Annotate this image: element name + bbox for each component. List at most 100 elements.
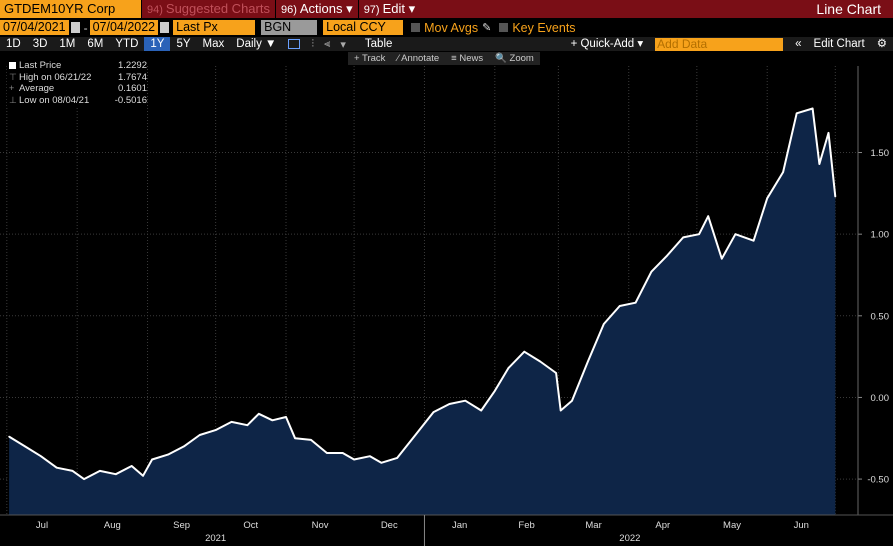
mov-avgs-label: Mov Avgs xyxy=(424,20,479,35)
title-bar: GTDEM10YR Corp 94) Suggested Charts 96) Ac… xyxy=(0,0,893,18)
key-events-label: Key Events xyxy=(512,20,576,35)
key-events-checkbox[interactable] xyxy=(499,23,509,32)
range-button-1y[interactable]: 1Y xyxy=(144,37,171,51)
track-tool[interactable]: + Track xyxy=(354,53,386,64)
calendar-icon[interactable] xyxy=(70,22,80,33)
chevron-down-icon: ▾ xyxy=(408,1,416,16)
legend-label: Average xyxy=(19,83,55,94)
legend-value: -0.5016 xyxy=(114,94,147,106)
legend-row: ⊤ High on 06/21/22 1.7674 xyxy=(7,72,147,84)
data-point xyxy=(246,424,249,427)
data-point xyxy=(539,360,541,363)
data-point xyxy=(782,171,784,173)
collapse-icon[interactable]: « xyxy=(795,38,802,50)
data-point xyxy=(698,233,700,235)
data-point xyxy=(464,399,467,402)
chevron-down-icon: ▾ xyxy=(346,1,353,16)
range-button-1d[interactable]: 1D xyxy=(6,38,21,50)
y-tick-label: 0.00 xyxy=(871,393,890,404)
data-point xyxy=(341,452,344,454)
data-point xyxy=(795,112,798,115)
data-point xyxy=(99,470,101,472)
legend-row: Last Price 1.2292 xyxy=(7,60,147,72)
ticker-field[interactable]: GTDEM10YR Corp xyxy=(0,0,141,18)
data-point xyxy=(734,233,737,235)
range-button-3d[interactable]: 3D xyxy=(32,38,48,50)
source-field[interactable]: BGN xyxy=(261,20,318,35)
x-tick-label: Aug xyxy=(104,520,121,531)
data-point xyxy=(827,132,830,134)
legend-label: Last Price xyxy=(19,60,62,71)
quick-add-button[interactable]: + Quick-Add ▾ xyxy=(570,38,644,50)
x-tick-label: Jan xyxy=(452,520,467,531)
year-label: 2022 xyxy=(619,533,640,544)
pencil-icon[interactable]: ✎ xyxy=(482,22,492,34)
chart-type-dropdown-icon[interactable]: ▾ xyxy=(340,38,346,51)
data-point xyxy=(650,270,653,273)
range-toolbar: 1D 3D 1M 6M YTD 1Y 5Y Max Daily ▼ ⫶ ⫷ ▾ Table +… xyxy=(0,37,893,51)
page-title: Line Chart xyxy=(816,1,881,17)
suggested-charts-menu[interactable]: 94) Suggested Charts xyxy=(141,0,275,18)
data-point xyxy=(353,458,355,461)
end-date-field[interactable]: 07/04/2022 xyxy=(89,20,159,35)
data-point xyxy=(369,455,371,458)
data-point xyxy=(198,434,201,436)
range-button-1m[interactable]: 1M xyxy=(59,38,76,50)
x-tick-label: Feb xyxy=(518,520,534,531)
y-tick-label: 0.50 xyxy=(871,311,890,322)
bar-chart-icon[interactable]: ⫶ xyxy=(311,37,315,50)
edit-chart-button[interactable]: Edit Chart xyxy=(813,38,865,50)
period-select[interactable]: Daily ▼ xyxy=(236,38,277,50)
x-tick-label: Apr xyxy=(655,520,670,531)
data-point xyxy=(707,215,709,217)
data-point xyxy=(24,445,26,448)
data-point xyxy=(183,445,185,448)
x-tick-label: Nov xyxy=(312,520,329,531)
price-field-select[interactable]: Last Px xyxy=(173,20,256,35)
candle-chart-icon[interactable]: ⫷ xyxy=(324,37,331,50)
edit-menu[interactable]: 97) Edit ▾ xyxy=(357,0,420,18)
x-tick-label: Jun xyxy=(794,520,809,531)
legend-row: + Average 0.1601 xyxy=(7,83,147,95)
y-tick-label: -0.50 xyxy=(867,475,889,486)
data-point xyxy=(8,435,10,438)
data-point xyxy=(271,419,274,422)
annotate-tool[interactable]: ⁄ Annotate xyxy=(397,53,440,64)
actions-menu[interactable]: 96) Actions ▾ xyxy=(274,0,358,18)
legend-label: Low on 08/04/21 xyxy=(19,94,90,106)
year-label: 2021 xyxy=(205,533,226,544)
legend-label: High on 06/21/22 xyxy=(19,71,92,83)
data-point xyxy=(115,473,117,476)
zoom-tool[interactable]: 🔍 Zoom xyxy=(495,53,534,64)
range-button-5y[interactable]: 5Y xyxy=(176,38,191,50)
table-button[interactable]: Table xyxy=(364,38,393,50)
range-button-6m[interactable]: 6M xyxy=(87,38,104,50)
range-button-ytd[interactable]: YTD xyxy=(115,38,139,50)
average-marker-icon: + xyxy=(9,83,15,93)
line-chart-icon[interactable] xyxy=(288,39,301,49)
currency-select[interactable]: Local CCY xyxy=(323,20,404,35)
data-point xyxy=(130,465,133,467)
y-tick-label: 1.50 xyxy=(871,148,890,159)
add-data-input[interactable]: Add Data xyxy=(655,37,784,51)
gear-icon[interactable]: ⚙ xyxy=(876,38,887,50)
x-tick-label: Dec xyxy=(381,520,398,531)
data-point xyxy=(480,409,483,412)
data-point xyxy=(811,107,814,110)
data-point xyxy=(285,416,287,418)
mov-avgs-checkbox[interactable] xyxy=(411,23,421,32)
calendar-icon[interactable] xyxy=(160,22,170,33)
data-point xyxy=(214,429,217,431)
start-date-field[interactable]: 07/04/2021 xyxy=(0,20,69,35)
x-tick-label: Jul xyxy=(36,520,48,531)
news-tool[interactable]: ≡ News xyxy=(451,53,484,64)
data-point xyxy=(587,360,589,363)
chart-legend: Last Price 1.2292 ⊤ High on 06/21/22 1.76… xyxy=(7,60,147,106)
x-tick-label: Mar xyxy=(585,520,601,531)
y-tick-label: 1.00 xyxy=(871,230,890,241)
range-button-max[interactable]: Max xyxy=(202,38,225,50)
data-point xyxy=(559,409,562,412)
data-point xyxy=(494,390,496,392)
data-point xyxy=(752,239,755,242)
